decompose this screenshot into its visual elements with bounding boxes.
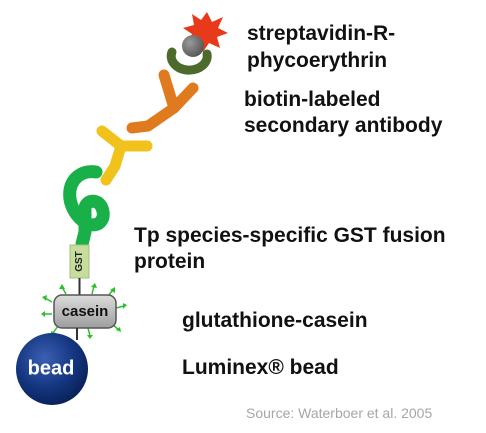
casein-tag-label: casein [62, 303, 109, 320]
secondary-antibody-label-line1: biotin-labeled [244, 88, 381, 111]
streptavidin-cup [166, 47, 212, 75]
primary-antibody-shape [96, 125, 153, 186]
casein-label: glutathione-casein [182, 309, 368, 332]
streptavidin-label-line1: streptavidin-R- [247, 22, 396, 45]
streptavidin-ball [182, 35, 204, 57]
bead-tag-label: bead [28, 357, 75, 379]
fusion-protein-label-line1: Tp species-specific GST fusion [134, 224, 446, 247]
source-citation: Source: Waterboer et al. 2005 [246, 405, 433, 421]
casein-box [53, 294, 117, 329]
bead-label: Luminex® bead [182, 356, 339, 379]
fusion-protein-shape [63, 165, 110, 251]
gst-tag-label: GST [74, 251, 85, 272]
secondary-antibody-shape [126, 69, 199, 134]
casein-arrowheads [41, 283, 127, 339]
fusion-protein-label-line2: protein [134, 250, 206, 273]
streptavidin-label-line2: phycoerythrin [247, 49, 388, 72]
luminex-bead [16, 333, 88, 405]
secondary-antibody-label-line2: secondary antibody [244, 114, 443, 137]
